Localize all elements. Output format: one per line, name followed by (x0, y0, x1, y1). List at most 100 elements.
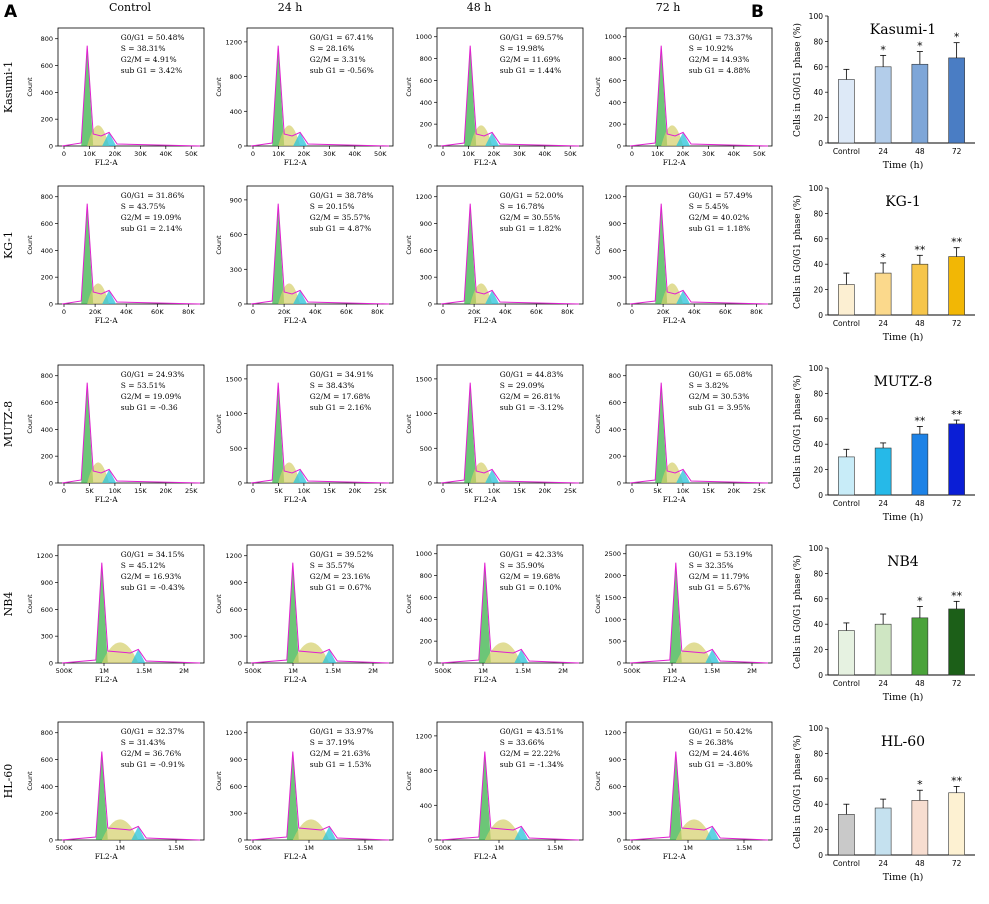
y-tick-label: 900 (230, 579, 242, 587)
histogram-outline (440, 203, 580, 305)
g2m-peak-fill (514, 649, 529, 663)
y-tick-label: 1200 (225, 552, 242, 560)
bar (874, 807, 892, 856)
histogram-outline (629, 45, 769, 147)
g2m-peak-fill (676, 290, 691, 304)
x-tick-label: 1.5M (325, 667, 341, 675)
phase-stat: G0/G1 = 24.93% (121, 370, 185, 379)
phase-stat: G2/M = 17.68% (310, 392, 371, 401)
bar-y-tick-label: 20 (813, 466, 823, 475)
significance-marker: * (880, 251, 886, 264)
bar-y-tick-label: 40 (813, 88, 823, 97)
phase-stat: G2/M = 21.63% (310, 749, 371, 758)
bar-category-label: 72 (952, 147, 962, 156)
g0g1-peak-fill (272, 382, 285, 483)
bar-y-axis-label: Cells in G0/G1 phase (%) (792, 195, 803, 309)
bar-y-tick-label: 100 (809, 12, 824, 21)
x-tick-label: 80K (561, 308, 574, 316)
y-tick-label: 900 (609, 220, 621, 228)
y-tick-label: 400 (420, 616, 432, 624)
x-tick-label: 40K (499, 308, 512, 316)
bar-chart-title: KG-1 (885, 194, 921, 210)
phase-stat: G0/G1 = 31.86% (121, 191, 185, 200)
x-tick-label: 1M (494, 844, 504, 852)
count-axis-label: Count (594, 594, 602, 614)
phase-stat: G0/G1 = 52.00% (500, 191, 564, 200)
significance-marker: ** (951, 774, 963, 787)
bar-x-axis-label: Time (h) (883, 332, 924, 343)
x-tick-label: 10K (462, 150, 475, 158)
y-tick-label: 400 (420, 99, 432, 107)
x-tick-label: 2M (368, 667, 378, 675)
phase-stat: S = 43.75% (121, 202, 166, 211)
x-tick-label: 5K (653, 487, 662, 495)
bar-chart-title: HL-60 (881, 734, 925, 750)
histogram-outline (250, 45, 390, 147)
x-tick-label: 0 (251, 308, 255, 316)
x-tick-label: 40K (160, 150, 173, 158)
bar (911, 800, 929, 856)
phase-stat: G0/G1 = 53.19% (689, 550, 753, 559)
y-tick-label: 400 (230, 108, 242, 116)
phase-stat: G0/G1 = 65.08% (689, 370, 753, 379)
bar-category-label: Control (833, 859, 860, 868)
x-tick-label: 500K (56, 667, 73, 675)
x-tick-label: 1M (304, 844, 314, 852)
bar-y-tick-label: 60 (813, 595, 823, 604)
histogram-frame (625, 27, 773, 147)
phase-stat: S = 20.15% (310, 202, 355, 211)
x-tick-label: 20K (677, 150, 690, 158)
bar-y-tick-label: 0 (818, 491, 823, 500)
histogram-outline (629, 382, 769, 484)
bar-y-tick-label: 20 (813, 826, 823, 835)
phase-stat: S = 28.16% (310, 44, 355, 53)
phase-stat: G0/G1 = 67.41% (310, 33, 374, 42)
histogram-grid: Control 24 h 48 h 72 h Kasumi-1 0 200 400 600 800… (2, 1, 773, 861)
count-axis-label: Count (26, 771, 34, 791)
x-tick-label: 0 (62, 487, 66, 495)
panel-label-a: A (4, 2, 18, 22)
histogram-outline (629, 751, 769, 841)
histogram-outline (629, 562, 769, 664)
histogram-frame (625, 185, 773, 305)
x-tick-label: 80K (371, 308, 384, 316)
y-tick-label: 600 (609, 783, 621, 791)
bar (911, 617, 929, 676)
g2m-peak-fill (102, 290, 117, 304)
bar-y-tick-label: 0 (818, 851, 823, 860)
y-tick-label: 900 (230, 756, 242, 764)
bar-y-tick-label: 20 (813, 114, 823, 123)
y-tick-label: 1200 (604, 729, 621, 737)
phase-stat: G2/M = 35.57% (310, 213, 371, 222)
g0g1-peak-fill (655, 203, 668, 304)
g2m-peak-fill (705, 649, 720, 663)
y-tick-label: 0 (428, 301, 432, 309)
histogram-outline (440, 751, 580, 841)
fl2-axis-label: FL2-A (95, 675, 118, 684)
phase-stat: S = 32.35% (689, 561, 734, 570)
g2m-peak-fill (293, 132, 308, 146)
g2m-peak-fill (485, 290, 500, 304)
phase-stat: sub G1 = 4.88% (689, 66, 751, 75)
histogram-frame (57, 27, 205, 147)
x-tick-label: 1M (667, 667, 677, 675)
phase-stat: G0/G1 = 38.78% (310, 191, 374, 200)
phase-stat: G2/M = 19.68% (500, 572, 561, 581)
bar-category-label: 72 (952, 499, 962, 508)
y-tick-label: 800 (41, 729, 53, 737)
g2m-peak-fill (676, 132, 691, 146)
fl2-axis-label: FL2-A (474, 852, 497, 861)
x-tick-label: 1M (683, 844, 693, 852)
g2m-peak-fill (102, 469, 117, 483)
y-tick-label: 0 (617, 143, 621, 151)
phase-stat: G0/G1 = 57.49% (689, 191, 753, 200)
fl2-axis-label: FL2-A (95, 158, 118, 167)
count-axis-label: Count (594, 771, 602, 791)
phase-stat: sub G1 = -1.34% (500, 760, 564, 769)
count-axis-label: Count (405, 771, 413, 791)
cell-line-label: Kasumi-1 (2, 61, 15, 113)
bar-x-axis-label: Time (h) (883, 160, 924, 171)
y-tick-label: 1200 (36, 552, 53, 560)
y-tick-label: 800 (420, 767, 432, 775)
x-tick-label: 20K (657, 308, 670, 316)
